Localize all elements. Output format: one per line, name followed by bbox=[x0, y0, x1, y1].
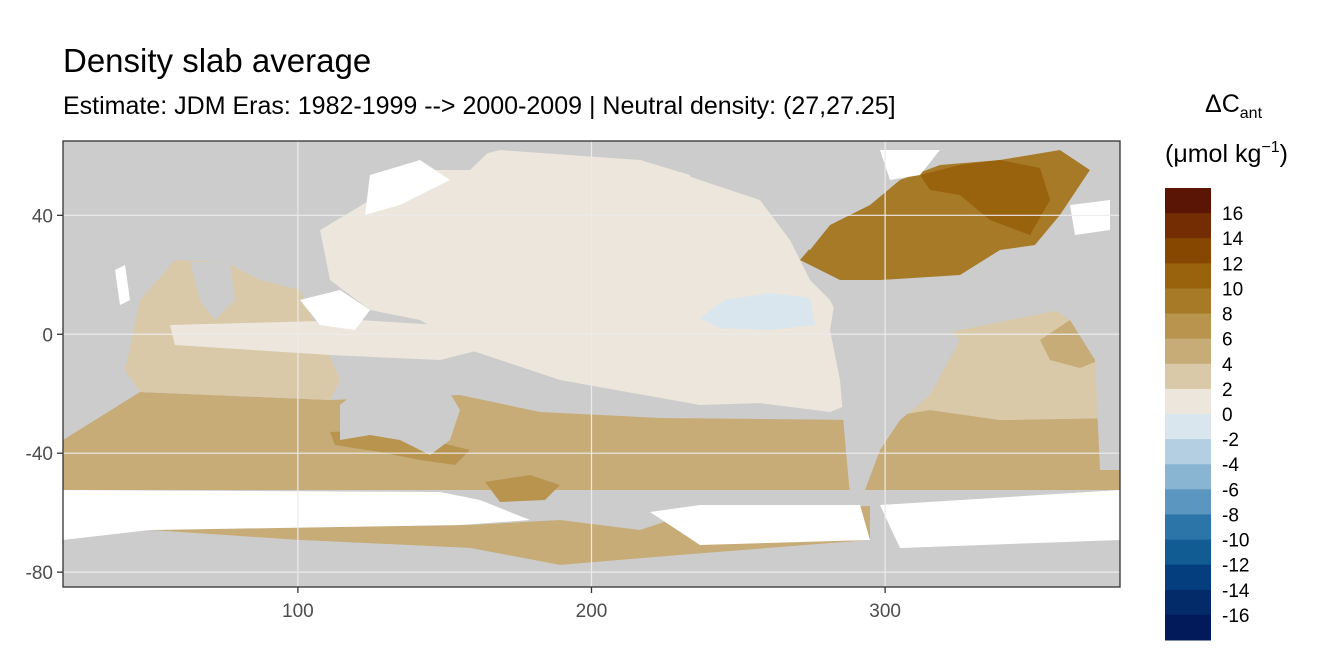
legend-swatch bbox=[1165, 188, 1211, 214]
region-tasman bbox=[330, 430, 470, 465]
land-africa bbox=[1040, 250, 1120, 470]
legend-swatch bbox=[1165, 514, 1211, 541]
y-tick-label: 0 bbox=[42, 325, 53, 346]
legend-break-label: -2 bbox=[1222, 430, 1239, 451]
legend-swatch bbox=[1165, 439, 1211, 465]
legend-break-label: 12 bbox=[1222, 254, 1243, 275]
legend-break-label: 14 bbox=[1222, 229, 1244, 250]
legend-break-label: -4 bbox=[1222, 455, 1239, 476]
x-tick-label: 300 bbox=[869, 601, 901, 622]
legend-swatch bbox=[1165, 213, 1211, 239]
legend-swatch bbox=[1165, 263, 1211, 289]
region-campbell bbox=[485, 475, 560, 502]
legend-colorbar bbox=[1165, 188, 1211, 641]
legend-swatch bbox=[1165, 489, 1211, 515]
legend-swatch bbox=[1165, 388, 1211, 415]
legend-break-label: 2 bbox=[1222, 380, 1233, 401]
legend-break-label: -10 bbox=[1222, 531, 1249, 552]
no-data-japan-sea bbox=[365, 160, 450, 215]
y-tick-label: -40 bbox=[26, 444, 53, 465]
chart-title: Density slab average bbox=[63, 42, 372, 79]
legend-title-main: ΔCant bbox=[1205, 90, 1263, 122]
land-australia bbox=[340, 375, 460, 455]
legend-break-label: -16 bbox=[1222, 606, 1249, 627]
legend-labels: 16 14 12 10 8 6 4 2 0 -2 -4 -6 -8 -10 -12 -14 -16 bbox=[1222, 204, 1250, 627]
legend-swatch bbox=[1165, 414, 1211, 440]
no-data-ross bbox=[650, 505, 870, 545]
region-equatorial-pacific bbox=[365, 160, 860, 412]
legend: ΔCant (μmol kg−1) 16 14 12 10 8 6 4 2 0 -2 -4 -6 -8 -… bbox=[1165, 90, 1288, 641]
y-axis: 40 0 -40 -80 bbox=[26, 206, 63, 584]
x-axis: 100 200 300 bbox=[282, 587, 901, 622]
legend-swatch bbox=[1165, 539, 1211, 566]
legend-swatch bbox=[1165, 464, 1211, 490]
legend-units: (μmol kg−1) bbox=[1165, 139, 1288, 168]
legend-break-label: 8 bbox=[1222, 305, 1233, 326]
y-tick-label: 40 bbox=[32, 206, 53, 227]
legend-break-label: -14 bbox=[1222, 581, 1250, 602]
legend-swatch bbox=[1165, 313, 1211, 340]
legend-break-label: -8 bbox=[1222, 505, 1239, 526]
no-data-areas bbox=[63, 150, 1120, 548]
region-equatorial-band bbox=[170, 320, 520, 360]
legend-swatch bbox=[1165, 589, 1211, 616]
no-data-baltic bbox=[1070, 200, 1110, 235]
legend-break-label: -6 bbox=[1222, 480, 1239, 501]
legend-break-label: 0 bbox=[1222, 405, 1233, 426]
legend-break-label: 4 bbox=[1222, 355, 1233, 376]
legend-swatch bbox=[1165, 614, 1211, 641]
land-india bbox=[190, 262, 235, 320]
legend-swatch bbox=[1165, 564, 1211, 591]
legend-break-label: 10 bbox=[1222, 279, 1243, 300]
legend-swatch bbox=[1165, 338, 1211, 365]
no-data-indonesia bbox=[300, 290, 370, 330]
chart-subtitle: Estimate: JDM Eras: 1982-1999 --> 2000-2… bbox=[63, 92, 896, 120]
no-data-southern-band bbox=[63, 490, 530, 540]
legend-swatch bbox=[1165, 288, 1211, 315]
region-labrador-sea bbox=[920, 160, 1050, 235]
legend-swatch bbox=[1165, 363, 1211, 390]
legend-break-label: 6 bbox=[1222, 330, 1233, 351]
y-tick-label: -80 bbox=[26, 563, 53, 584]
no-data-hudson bbox=[880, 150, 940, 180]
land-north-america bbox=[680, 141, 900, 250]
no-data-red-sea bbox=[115, 265, 130, 305]
map-panel bbox=[63, 141, 1120, 587]
legend-swatch bbox=[1165, 238, 1211, 264]
legend-break-label: 16 bbox=[1222, 204, 1243, 225]
region-east-eq-pacific bbox=[700, 293, 815, 330]
legend-break-label: -12 bbox=[1222, 556, 1249, 577]
grid-lines bbox=[63, 141, 1120, 587]
x-tick-label: 200 bbox=[576, 601, 608, 622]
no-data-weddell bbox=[880, 490, 1120, 548]
land-asia bbox=[63, 141, 500, 370]
x-tick-label: 100 bbox=[282, 601, 314, 622]
